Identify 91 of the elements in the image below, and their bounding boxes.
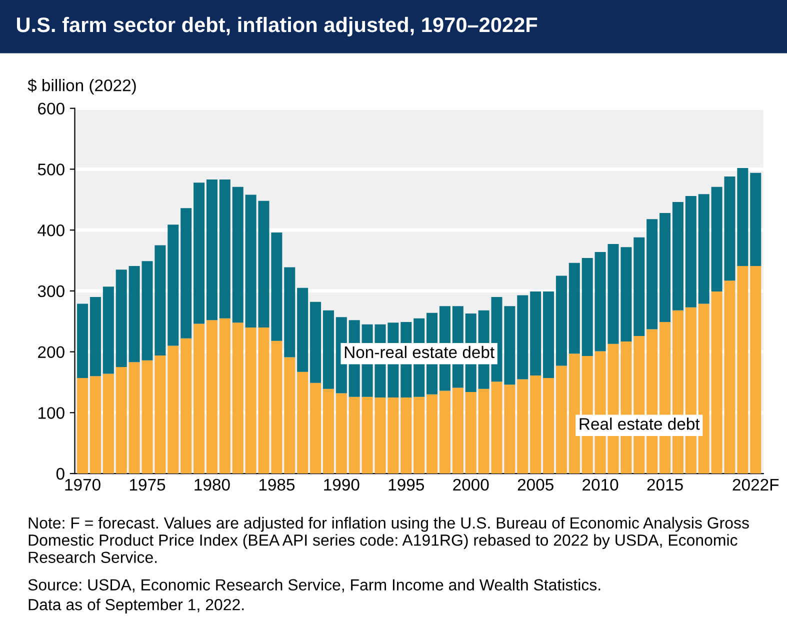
bar: [297, 288, 308, 372]
x-tick-label: 1980: [194, 478, 230, 491]
source-note: Source: USDA, Economic Research Service, Farm Income and Wealth Statistics.: [28, 578, 600, 592]
bar: [400, 397, 412, 474]
bar: [620, 247, 632, 342]
text: Data as of September 1, 2022.: [28, 598, 244, 614]
bar: [90, 376, 101, 474]
bar: [426, 394, 438, 474]
bar: [168, 346, 179, 474]
y-tick-label: 200: [38, 346, 64, 358]
bar: [206, 180, 218, 320]
bar: [206, 320, 218, 474]
x-tick-label: 1985: [259, 478, 295, 491]
bar: [646, 219, 658, 330]
bar: [219, 180, 230, 318]
bar: [504, 306, 516, 385]
bar: [194, 182, 205, 324]
bar: [310, 302, 322, 383]
bar: [284, 357, 296, 474]
bar: [322, 388, 334, 474]
bar: [582, 258, 593, 356]
series-label: Non-real estate debt: [344, 346, 494, 358]
bar: [556, 276, 567, 366]
y-tick-label: 0: [56, 468, 64, 480]
bar: [698, 304, 710, 474]
bar: [116, 367, 127, 474]
bar: [271, 232, 282, 341]
bar: [284, 267, 296, 358]
bar: [180, 338, 192, 474]
bar: [568, 262, 580, 354]
bar: [322, 310, 334, 389]
x-tick-label: 1990: [324, 478, 360, 491]
bar: [504, 384, 516, 474]
bar: [672, 202, 684, 310]
bar: [543, 292, 554, 378]
bar: [219, 318, 230, 474]
y-axis-title: $ billion (2022): [28, 78, 136, 95]
bar: [388, 397, 399, 474]
bar: [168, 224, 179, 346]
bar: [530, 376, 542, 474]
bar: [556, 366, 567, 474]
bar: [297, 372, 308, 474]
bar: [634, 237, 645, 336]
bar: [530, 292, 542, 376]
bar: [116, 270, 127, 368]
bar: [271, 340, 282, 474]
bar: [90, 297, 101, 376]
bar: [685, 196, 696, 308]
bar: [439, 390, 450, 474]
x-tick-label: 1970: [65, 478, 100, 491]
bar: [77, 378, 88, 474]
bar: [232, 322, 244, 474]
x-tick-label: 2005: [518, 478, 554, 491]
series-label: Real estate debt: [580, 418, 700, 430]
x-tick-label: 1995: [388, 478, 424, 491]
y-tick-label: 500: [38, 164, 64, 176]
bar: [232, 186, 244, 323]
bar: [750, 172, 762, 266]
x-tick-label: 2015: [647, 478, 683, 491]
bar: [737, 168, 748, 266]
bar: [128, 362, 140, 474]
bar: [465, 392, 476, 474]
bar: [660, 213, 671, 322]
x-tick-label: 2000: [453, 478, 489, 491]
bar: [698, 194, 710, 304]
bar: [310, 382, 322, 474]
bar: [194, 324, 205, 474]
bar: [336, 393, 347, 474]
bar: [102, 374, 114, 474]
bar: [348, 396, 360, 474]
y-tick-label: 100: [38, 407, 64, 419]
y-tick-label: 300: [38, 285, 64, 298]
bar: [517, 379, 528, 474]
x-tick-label: 2022F: [732, 478, 779, 491]
bar: [543, 378, 554, 474]
text: Note: F = forecast. Values are adjusted for inflation using the U.S. Bureau of Economic Analysis Gross Domestic Product Price Index (BEA API series code: A191RG) rebased to 2022 by USDA, Economic Research Service.: [28, 516, 749, 564]
x-tick-label: 1975: [130, 478, 166, 491]
bar: [128, 266, 140, 362]
y-tick-label: 600: [38, 102, 64, 115]
bar: [77, 304, 88, 378]
bar: [180, 208, 192, 338]
bar: [414, 396, 425, 474]
bar: [517, 295, 528, 380]
y-tick-label: 400: [38, 224, 64, 236]
x-tick-label: 2010: [582, 478, 618, 491]
bar: [750, 266, 762, 474]
bar: [452, 388, 464, 474]
bar: [737, 266, 748, 474]
bar: [102, 286, 114, 374]
chart-title: U.S. farm sector debt, inflation adjusted, 1970–2022F: [16, 16, 538, 36]
bar: [568, 354, 580, 474]
